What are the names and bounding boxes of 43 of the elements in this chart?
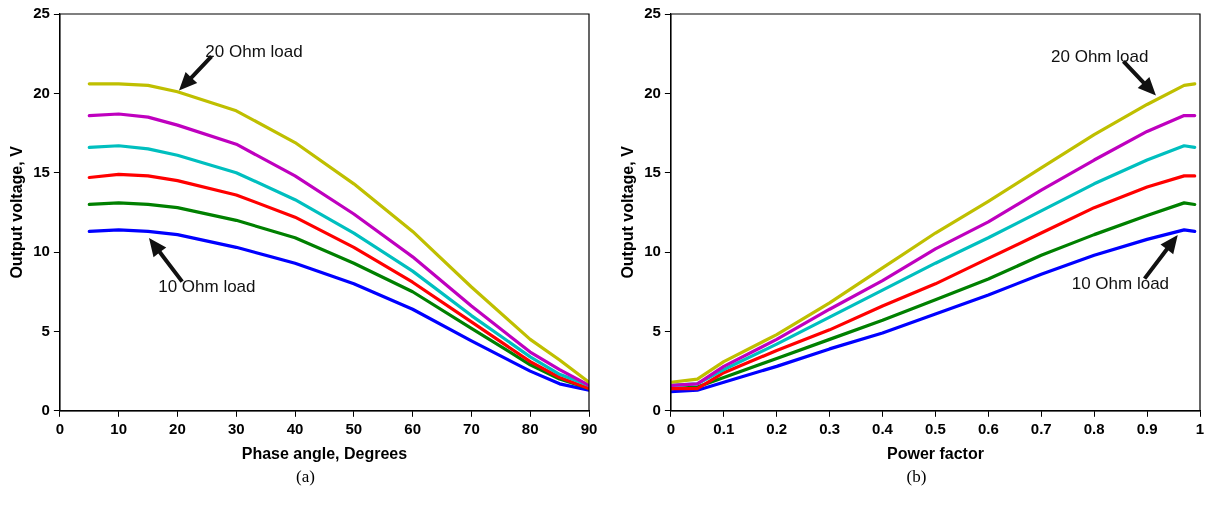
x-tick-label: 0.8	[1083, 419, 1105, 437]
x-tick-label: 1	[1195, 419, 1205, 437]
y-tick-label: 10	[644, 242, 661, 260]
text: (a)	[295, 466, 316, 488]
x-tick-label: 0.6	[977, 419, 999, 437]
x-tick-label: 0	[666, 419, 676, 437]
x-tick-label: 80	[521, 419, 539, 437]
x-tick-label: 0	[55, 419, 65, 437]
x-tick-label: 30	[227, 419, 245, 437]
y-tick-label: 25	[644, 4, 661, 22]
x-tick-label: 60	[404, 419, 421, 437]
x-tick-label: 50	[345, 419, 363, 437]
x-tick-label: 10	[110, 419, 128, 437]
x-tick-label: 70	[463, 419, 480, 437]
x-axis-title: Phase angle, Degrees	[241, 444, 408, 462]
x-tick-label: 0.9	[1136, 419, 1158, 437]
annotation: 20 Ohm load	[1051, 46, 1149, 67]
y-axis-title: Output voltage, V	[8, 145, 26, 279]
annotation: 10 Ohm load	[1071, 274, 1170, 295]
y-tick-label: 0	[652, 400, 661, 418]
text: (b)	[905, 466, 928, 488]
x-tick-label: 20	[169, 419, 186, 437]
x-tick-label: 0.1	[713, 419, 735, 437]
y-tick-label: 25	[33, 4, 50, 22]
y-tick-label: 20	[33, 83, 50, 101]
y-tick-label: 10	[33, 242, 50, 260]
y-tick-label: 15	[644, 162, 661, 180]
x-tick-label: 40	[286, 419, 304, 437]
x-axis-title: Power factor	[886, 444, 984, 462]
y-tick-label: 0	[41, 400, 50, 418]
y-axis-title: Output voltage, V	[619, 145, 637, 279]
x-tick-label: 0.2	[766, 419, 788, 437]
x-tick-label: 0.4	[872, 419, 894, 437]
annotation: 10 Ohm load	[158, 277, 256, 298]
x-tick-label: 0.7	[1030, 419, 1052, 437]
x-tick-label: 0.3	[819, 419, 841, 437]
y-tick-label: 5	[652, 321, 661, 339]
x-tick-label: 0.5	[925, 419, 946, 437]
y-tick-label: 5	[41, 321, 50, 339]
x-tick-label: 90	[580, 419, 598, 437]
y-tick-label: 20	[644, 83, 661, 101]
y-tick-label: 15	[33, 162, 50, 180]
annotation: 20 Ohm load	[205, 42, 303, 63]
